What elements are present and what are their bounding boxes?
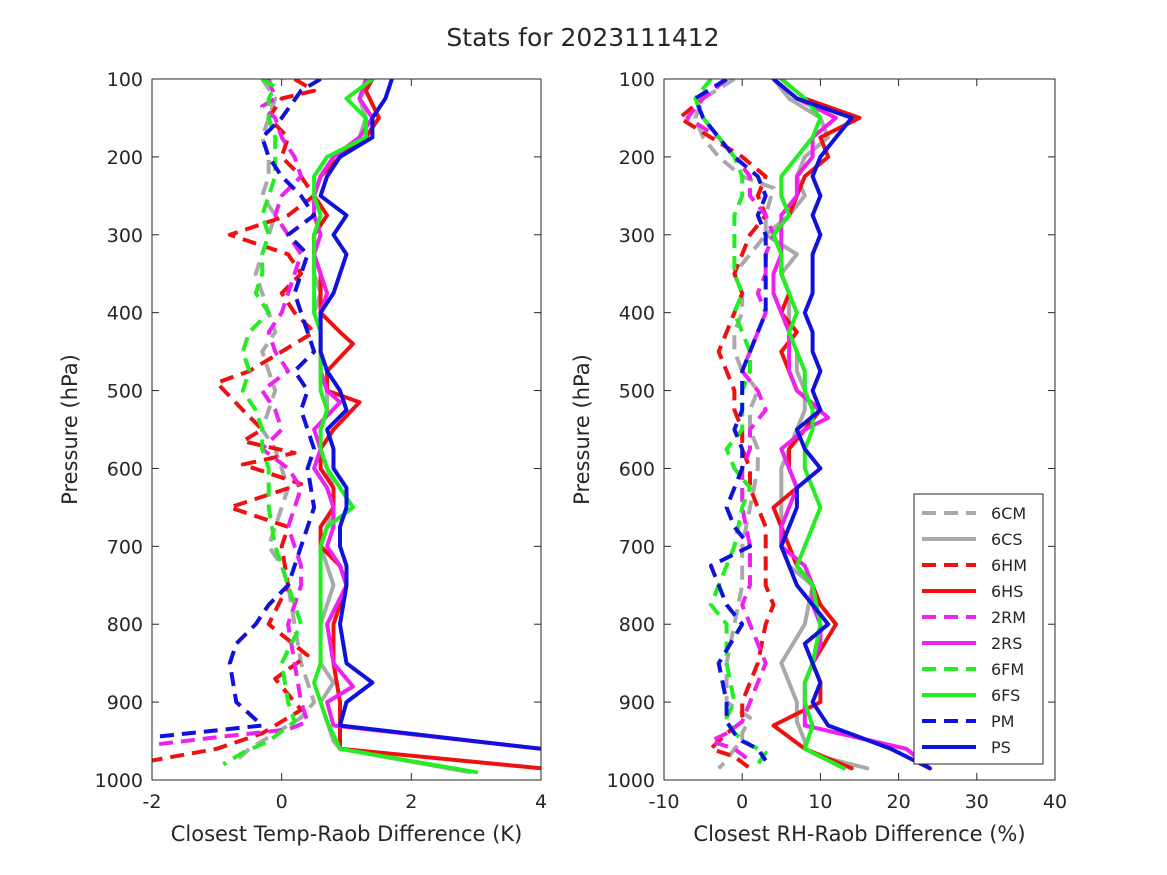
y-tick-label: 200: [107, 147, 143, 169]
series-line-ps: [318, 79, 541, 751]
axes-box: [151, 78, 542, 781]
y-tick-label: 900: [619, 692, 655, 714]
x-tick-label: 40: [1043, 791, 1067, 813]
series-line-2rs: [771, 79, 932, 771]
x-tick-label: -10: [648, 791, 679, 813]
y-tick-label: 800: [619, 614, 655, 636]
series-line-6cs: [763, 79, 870, 771]
legend-label-6fm: 6FM: [991, 660, 1024, 679]
series-lines: [152, 79, 541, 775]
y-tick-label: 300: [107, 225, 143, 247]
x-axis-label: Closest Temp-Raob Difference (K): [171, 822, 523, 846]
legend-label-6hm: 6HM: [991, 556, 1027, 575]
series-line-ps: [771, 79, 932, 771]
series-line-6fs: [771, 79, 846, 771]
y-tick-label: 500: [107, 381, 143, 403]
series-line-2rm: [152, 79, 310, 747]
legend-box: [913, 493, 1044, 765]
legend-label-pm: PM: [991, 712, 1014, 731]
y-tick-label: 800: [107, 614, 143, 636]
legend: 6CM 6CS 6HM 6HS 2RM 2RS 6FM 6FS PM PS: [913, 493, 1044, 765]
y-tick-label: 400: [107, 303, 143, 325]
legend-label-2rm: 2RM: [991, 608, 1026, 627]
axes-box: [663, 78, 1056, 781]
y-tick-label: 100: [107, 69, 143, 91]
series-line-pm: [693, 79, 768, 762]
y-tick-label: 500: [619, 381, 655, 403]
x-tick-label: 0: [736, 791, 748, 813]
y-tick-label: 700: [619, 536, 655, 558]
x-tick-label: 0: [276, 791, 288, 813]
legend-label-ps: PS: [991, 738, 1011, 757]
x-tick-label: 20: [887, 791, 911, 813]
y-axis-label: Pressure (hPa): [570, 354, 594, 505]
x-axis-label: Closest RH-Raob Difference (%): [693, 822, 1025, 846]
x-tick-label: 30: [965, 791, 989, 813]
y-tick-label: 700: [107, 536, 143, 558]
y-tick-label: 200: [619, 147, 655, 169]
y-tick-label: 1000: [95, 770, 143, 792]
x-tick-label: 10: [808, 791, 832, 813]
panel-2: -10 0 10 20 30 40 100 200 300 400 500 600 700 800 900 1…: [570, 69, 1067, 846]
series-line-2rm: [685, 79, 776, 763]
legend-label-6fs: 6FS: [991, 686, 1020, 705]
legend-label-6cs: 6CS: [991, 530, 1023, 549]
y-tick-label: 400: [619, 303, 655, 325]
series-line-pm: [152, 79, 322, 740]
series-line-2rs: [312, 79, 541, 751]
panel-1: -2 0 2 4 100 200 300 400 500 600 700 800 900 1000 Clos…: [58, 69, 547, 846]
y-tick-label: 900: [107, 692, 143, 714]
series-line-6cm: [234, 79, 317, 762]
x-tick-label: 4: [535, 791, 547, 813]
chart-title: Stats for 2023111412: [446, 23, 719, 52]
series-line-6fs: [312, 79, 479, 775]
legend-label-6hs: 6HS: [991, 582, 1023, 601]
y-tick-label: 1000: [607, 770, 655, 792]
y-tick-label: 300: [619, 225, 655, 247]
y-tick-label: 100: [619, 69, 655, 91]
x-tick-label: -2: [143, 791, 162, 813]
legend-label-2rs: 2RS: [991, 634, 1022, 653]
legend-label-6cm: 6CM: [991, 504, 1026, 523]
x-tick-label: 2: [405, 791, 417, 813]
series-lines: [677, 79, 932, 773]
y-axis-label: Pressure (hPa): [58, 354, 82, 505]
chart-panels: -2 0 2 41002003004005006007008009001000Clos…: [58, 69, 1067, 846]
y-tick-label: 600: [619, 458, 655, 480]
y-tick-label: 600: [107, 458, 143, 480]
